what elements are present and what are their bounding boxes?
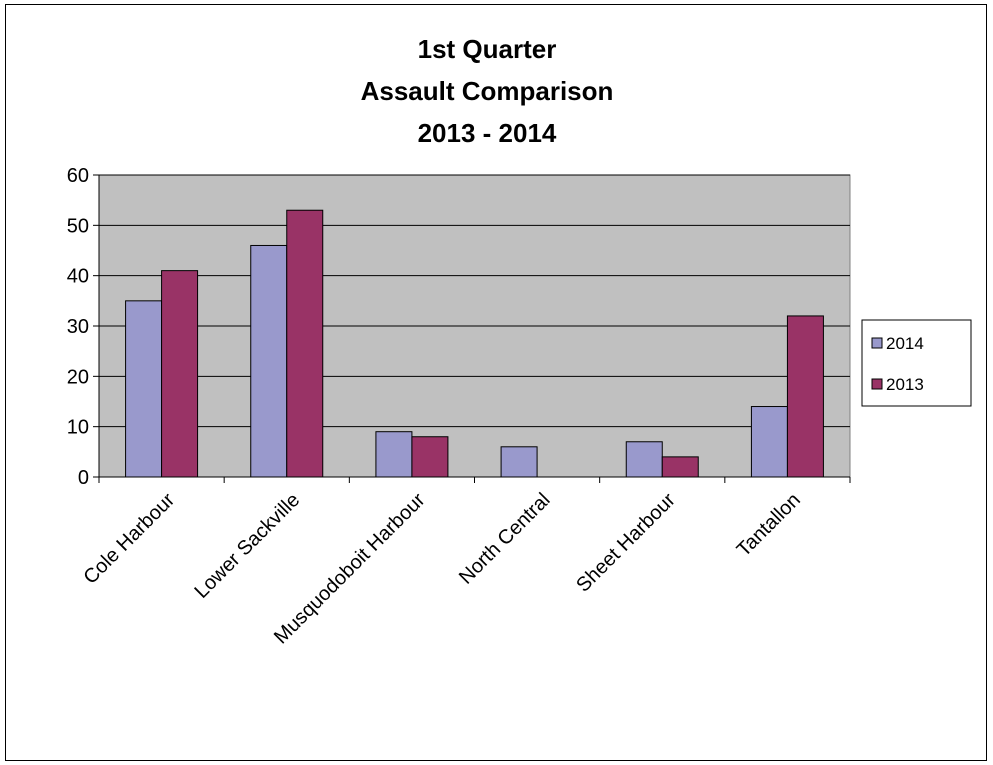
legend: 2014 2013 — [861, 319, 972, 407]
y-tick-label: 40 — [67, 266, 89, 288]
bar-2013-2 — [411, 436, 449, 478]
x-tick-label: Cole Harbour — [79, 489, 179, 589]
bar-2014-0 — [125, 300, 163, 478]
bar-2013-4 — [661, 456, 699, 478]
bar-2013-5 — [786, 315, 824, 478]
x-tick-label: Sheet Harbour — [572, 489, 680, 597]
y-tick-label: 10 — [67, 417, 89, 439]
y-tick-label: 0 — [78, 467, 89, 489]
bar-2014-3 — [500, 446, 538, 478]
x-tick-label: Tantallon — [733, 489, 805, 561]
legend-box — [861, 319, 972, 407]
legend-swatch-2014 — [871, 337, 883, 349]
chart-title-line-3: 2013 - 2014 — [418, 118, 557, 148]
y-tick-label: 30 — [67, 316, 89, 338]
bar-2013-0 — [161, 270, 199, 478]
bar-2014-1 — [250, 244, 288, 478]
y-tick-label: 50 — [67, 215, 89, 237]
chart-title-line-1: 1st Quarter — [418, 34, 557, 64]
legend-swatch-2013 — [871, 378, 883, 390]
plot-area: 0 10 20 30 40 50 60 Cole Harbour Lower Sackville… — [67, 165, 851, 648]
y-tick-label: 20 — [67, 366, 89, 388]
bar-2014-4 — [625, 441, 663, 478]
y-tick-label: 60 — [67, 165, 89, 187]
bar-2013-1 — [286, 209, 324, 478]
x-tick-label: Lower Sackville — [190, 489, 304, 603]
x-tick-label: North Central — [455, 489, 555, 589]
bar-2014-5 — [750, 406, 788, 478]
chart-title-line-2: Assault Comparison — [361, 76, 614, 106]
legend-label-2014: 2014 — [886, 334, 924, 353]
bar-2014-2 — [375, 431, 413, 478]
legend-label-2013: 2013 — [886, 375, 924, 394]
